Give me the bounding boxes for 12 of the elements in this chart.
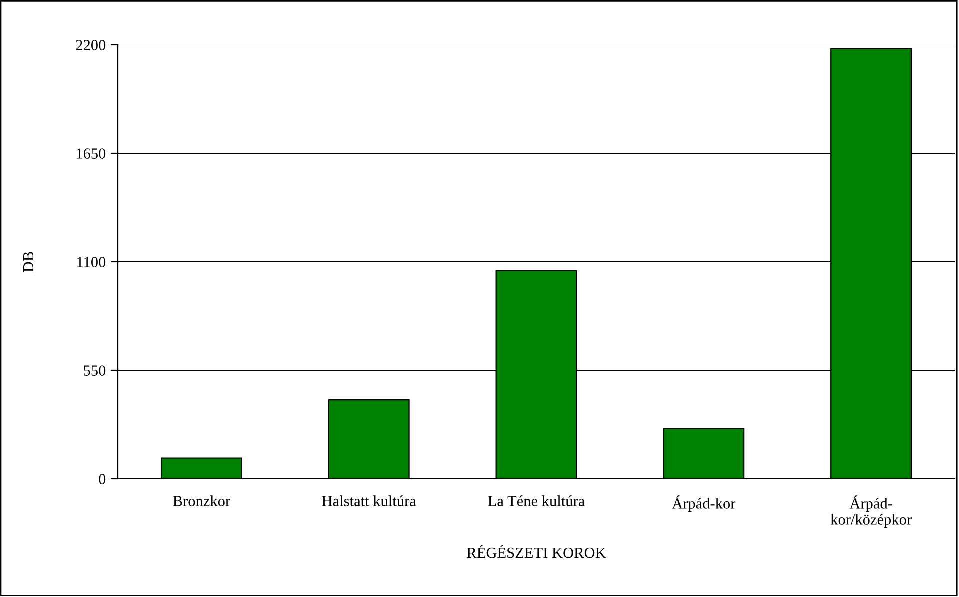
y-tick-label: 1650 xyxy=(76,148,106,159)
y-tick-label: 2200 xyxy=(76,40,106,50)
x-tick-label: La Téne kultúra xyxy=(488,496,585,506)
x-tick-label: Árpád-kor/középkor xyxy=(830,496,912,528)
y-tick-label: 550 xyxy=(84,366,106,376)
x-tick-label: Árpád-kor xyxy=(672,496,736,512)
x-tick-label: Halstatt kultúra xyxy=(322,496,416,506)
y-axis-title: DB xyxy=(23,252,34,272)
x-axis-title: RÉGÉSZETI KOROK xyxy=(467,544,606,558)
x-tick-label: Bronzkor xyxy=(173,496,230,506)
y-tick-label: 1100 xyxy=(78,257,106,268)
y-tick-label: 0 xyxy=(99,474,106,484)
